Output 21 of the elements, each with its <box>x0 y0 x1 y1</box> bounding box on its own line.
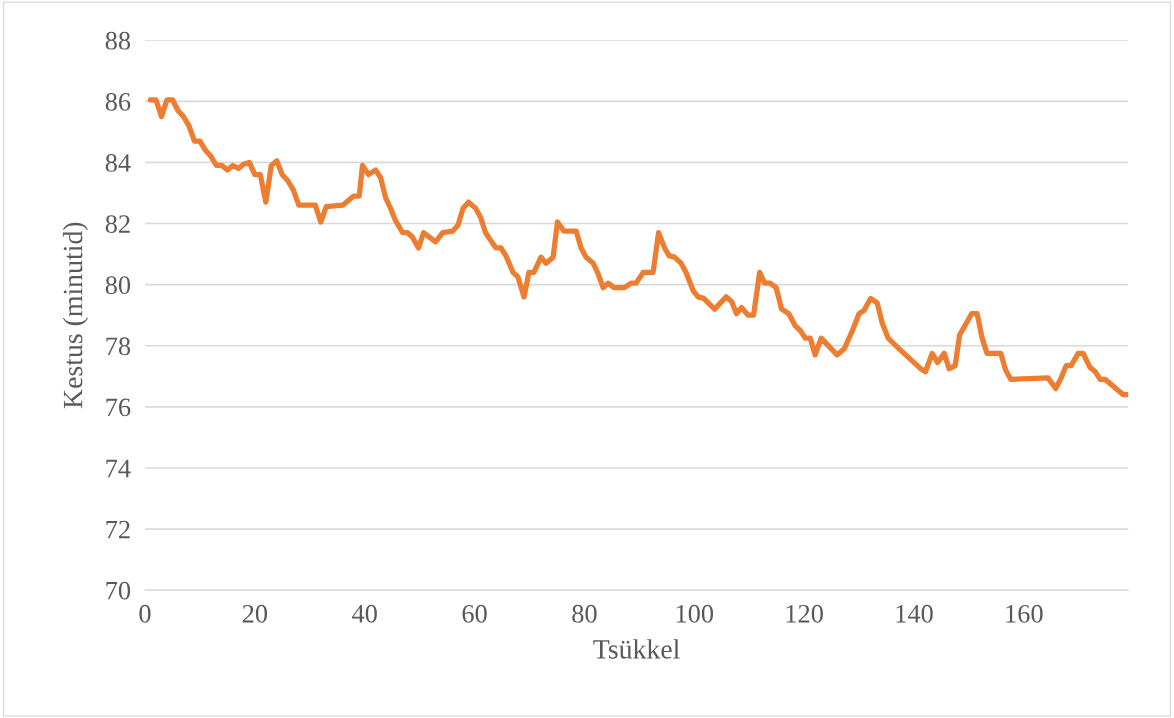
y-tick-label: 86 <box>105 92 131 111</box>
y-tick-label: 82 <box>105 215 130 233</box>
x-tick-label: 140 <box>896 604 933 623</box>
y-tick-label: 76 <box>106 398 131 417</box>
y-tick-label: 74 <box>106 459 131 478</box>
x-tick-label: 100 <box>676 604 714 623</box>
x-tick-label: 120 <box>786 604 823 623</box>
x-tick-label: 0 <box>139 604 151 623</box>
x-tick-label: 160 <box>1006 604 1043 623</box>
x-axis-title: Tsükkel <box>593 639 680 659</box>
y-tick-label: 70 <box>106 581 131 600</box>
y-tick-label: 78 <box>106 337 131 356</box>
y-axis-title: Kestus (minutid) <box>62 222 89 409</box>
y-tick-label: 72 <box>106 520 130 539</box>
y-tick-label: 84 <box>105 154 131 172</box>
x-tick-label: 60 <box>462 604 487 623</box>
y-tick-label: 88 <box>105 31 131 50</box>
x-tick-label: 80 <box>572 604 597 623</box>
y-tick-label: 80 <box>105 276 131 295</box>
x-tick-label: 40 <box>352 604 377 623</box>
x-tick-label: 20 <box>242 604 268 623</box>
